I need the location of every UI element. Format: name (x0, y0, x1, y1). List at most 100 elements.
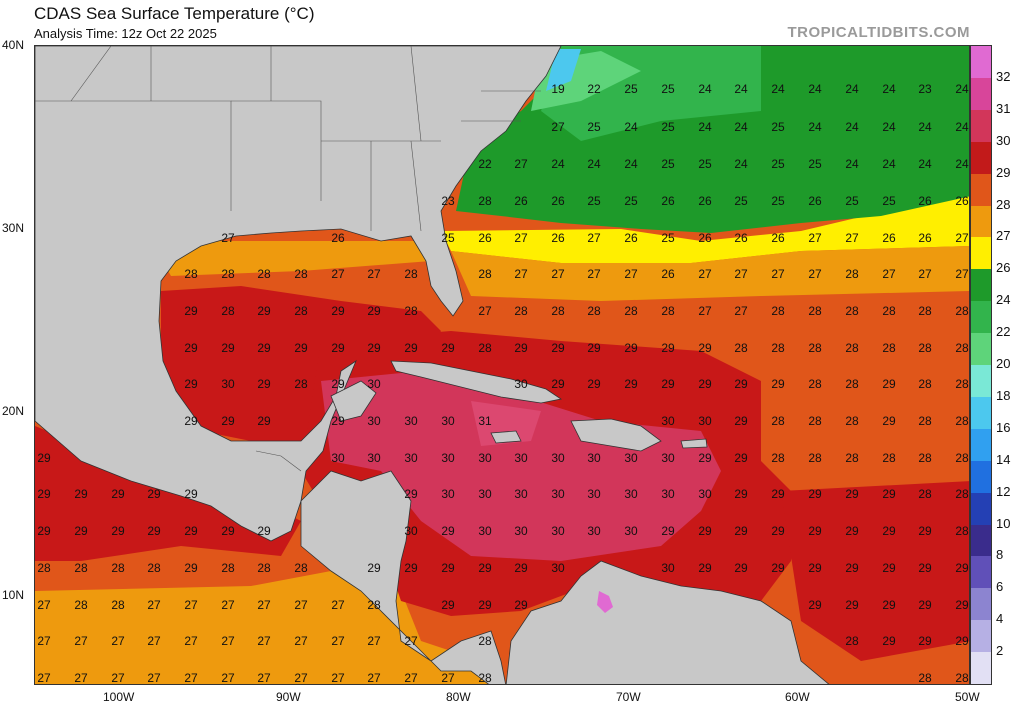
sst-value-label: 29 (918, 561, 932, 575)
sst-value-label: 29 (331, 414, 345, 428)
sst-value-label: 29 (661, 377, 675, 391)
cuba-land (390, 360, 563, 404)
lat-label-30n: 30N (2, 221, 25, 235)
sst-value-label: 27 (698, 267, 712, 281)
sst-value-label: 28 (771, 341, 785, 355)
lon-label-70w: 70W (616, 690, 641, 704)
sst-value-label: 28 (918, 671, 932, 685)
sst-value-label: 27 (294, 671, 308, 685)
sst-value-label: 27 (771, 267, 785, 281)
sst-value-label: 28 (808, 451, 822, 465)
sst-value-label: 29 (331, 304, 345, 318)
sst-value-label: 30 (514, 487, 528, 501)
sst-value-label: 28 (955, 377, 969, 391)
sst-value-label: 29 (37, 524, 51, 538)
sst-value-label: 29 (845, 487, 859, 501)
sst-value-label: 28 (221, 561, 235, 575)
sst-value-label: 30 (587, 487, 601, 501)
sst-value-label: 29 (882, 524, 896, 538)
sst-value-label: 24 (624, 120, 638, 134)
colorbar-swatch (971, 396, 991, 430)
sst-value-label: 27 (514, 267, 528, 281)
colorbar-swatch (971, 109, 991, 143)
sst-value-label: 29 (808, 561, 822, 575)
sst-value-label: 26 (698, 231, 712, 245)
lat-label-40n: 40N (2, 38, 25, 52)
sst-value-label: 26 (478, 231, 492, 245)
sst-value-label: 29 (478, 561, 492, 575)
temp-27-band (451, 246, 969, 301)
lat-label-20n: 20N (2, 404, 25, 418)
sst-value-label: 24 (845, 157, 859, 171)
sst-value-label: 29 (955, 634, 969, 648)
sst-value-label: 29 (698, 451, 712, 465)
sst-value-label: 29 (734, 377, 748, 391)
sst-value-label: 27 (184, 634, 198, 648)
sst-value-label: 29 (624, 377, 638, 391)
sst-value-label: 30 (624, 487, 638, 501)
sst-value-label: 28 (111, 598, 125, 612)
sst-value-label: 27 (808, 267, 822, 281)
colorbar-label: 28 (996, 196, 1011, 212)
sst-value-label: 28 (918, 377, 932, 391)
sst-value-label: 26 (698, 194, 712, 208)
sst-value-label: 28 (882, 304, 896, 318)
colorbar-swatch (971, 237, 991, 270)
sst-value-label: 29 (734, 414, 748, 428)
sst-value-label: 28 (955, 304, 969, 318)
sst-value-label: 24 (734, 157, 748, 171)
sst-value-label: 29 (184, 341, 198, 355)
colorbar-label: 30 (996, 132, 1011, 148)
sst-value-label: 27 (37, 634, 51, 648)
colorbar-swatch (971, 492, 991, 525)
sst-value-label: 27 (147, 634, 161, 648)
sst-value-label: 30 (367, 451, 381, 465)
sst-value-label: 29 (367, 561, 381, 575)
sst-value-label: 27 (808, 231, 822, 245)
sst-value-label: 24 (955, 157, 969, 171)
sst-value-label: 24 (845, 82, 859, 96)
sst-value-label: 29 (734, 451, 748, 465)
sst-value-label: 27 (882, 267, 896, 281)
sst-value-label: 31 (478, 414, 492, 428)
sst-value-label: 28 (111, 561, 125, 575)
sst-value-label: 29 (331, 377, 345, 391)
sst-value-label: 26 (331, 231, 345, 245)
sst-value-label: 29 (257, 377, 271, 391)
sst-value-label: 27 (221, 634, 235, 648)
colorbar-swatch (971, 524, 991, 557)
sst-value-label: 27 (184, 598, 198, 612)
sst-value-label: 19 (551, 82, 565, 96)
jamaica-land (490, 430, 522, 444)
colorbar (970, 45, 992, 685)
lon-label-60w: 60W (785, 690, 810, 704)
sst-value-label: 29 (441, 598, 455, 612)
sst-value-label: 30 (661, 561, 675, 575)
colorbar-swatch (971, 269, 991, 302)
puerto-rico-land (680, 438, 708, 449)
hispaniola-land (570, 418, 662, 452)
colorbar-label: 18 (996, 387, 1011, 403)
sst-value-label: 29 (698, 377, 712, 391)
sst-value-label: 29 (771, 524, 785, 538)
sst-value-label: 29 (845, 524, 859, 538)
colorbar-label: 10 (996, 515, 1011, 531)
sst-value-label: 26 (918, 231, 932, 245)
sst-value-label: 30 (514, 451, 528, 465)
sst-value-label: 24 (882, 82, 896, 96)
sst-value-label: 30 (367, 377, 381, 391)
sst-value-label: 24 (698, 120, 712, 134)
sst-value-label: 29 (221, 414, 235, 428)
sst-value-label: 27 (478, 304, 492, 318)
sst-value-label: 28 (147, 561, 161, 575)
sst-value-label: 28 (771, 304, 785, 318)
sst-value-label: 28 (587, 304, 601, 318)
sst-value-label: 27 (221, 598, 235, 612)
lake-maracaibo (597, 591, 613, 613)
sst-value-label: 29 (845, 561, 859, 575)
sst-value-label: 28 (955, 341, 969, 355)
sst-value-label: 26 (514, 194, 528, 208)
colorbar-label: 14 (996, 451, 1011, 467)
sst-value-label: 28 (661, 304, 675, 318)
sst-value-label: 27 (111, 634, 125, 648)
